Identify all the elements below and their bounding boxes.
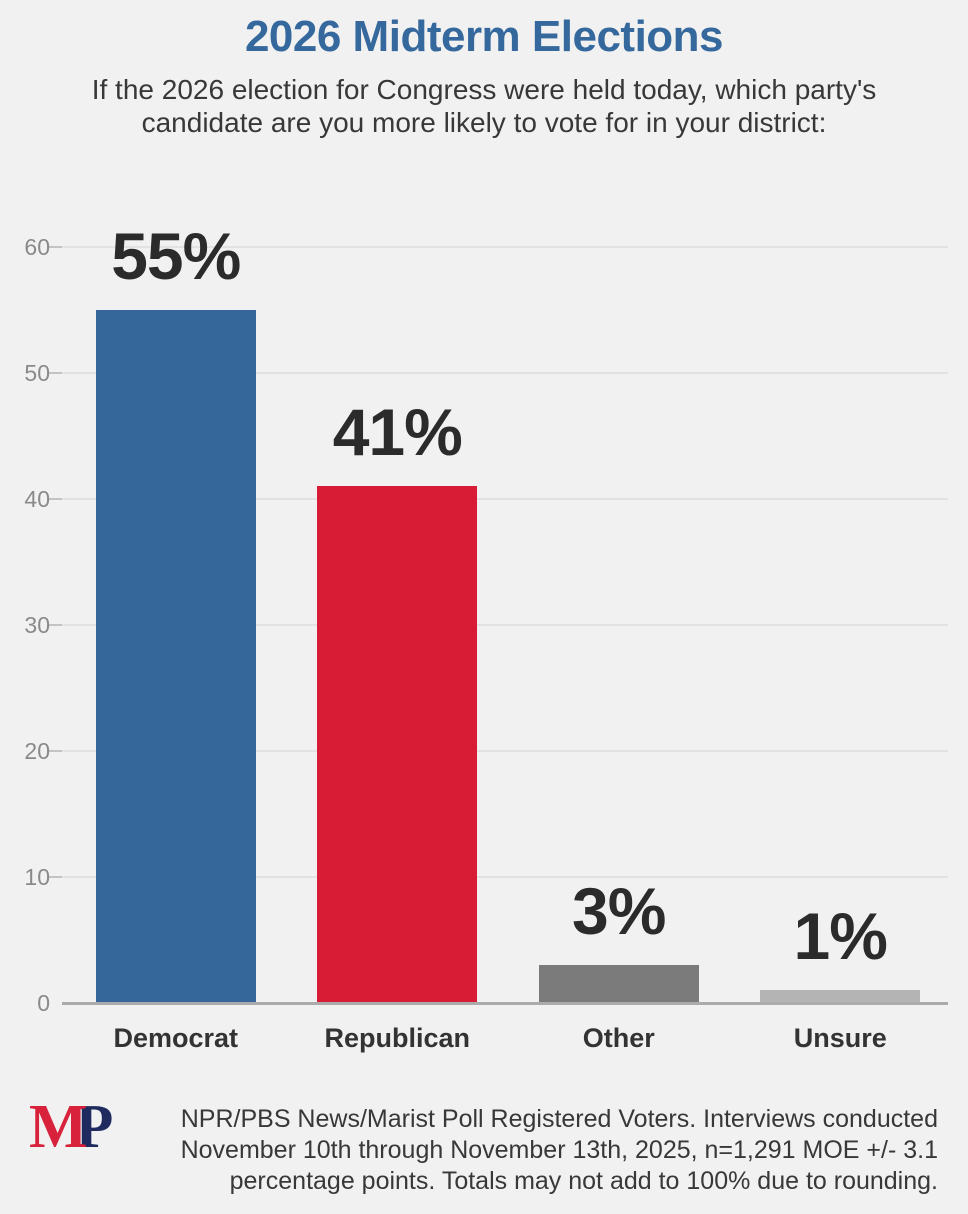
logo-letter-p: P — [75, 1093, 114, 1161]
bar-unsure — [760, 990, 921, 1003]
gridline — [62, 498, 948, 500]
category-label: Unsure — [793, 1023, 887, 1053]
marist-poll-logo: MP — [29, 1096, 113, 1158]
chart-subtitle: If the 2026 election for Congress were h… — [0, 73, 968, 139]
category-label: Democrat — [113, 1023, 239, 1053]
gridline — [62, 372, 948, 374]
category-label: Other — [582, 1023, 655, 1053]
y-tick-label: 20 — [24, 738, 50, 764]
category-label: Republican — [324, 1023, 471, 1053]
value-label: 1% — [793, 899, 888, 974]
bar-republican — [317, 486, 478, 1003]
bar-chart: 0 10 20 30 40 50 60 55% Democrat 41% Republican 3% O… — [24, 219, 948, 1053]
source-line: percentage points. Totals may not add to… — [229, 1167, 938, 1195]
logo-letter-m: M — [29, 1093, 88, 1161]
gridline — [62, 624, 948, 626]
value-label: 41% — [332, 395, 463, 470]
value-label: 3% — [572, 874, 666, 949]
value-label: 55% — [111, 219, 241, 293]
y-tick-label: 10 — [24, 864, 50, 890]
y-axis-tick — [48, 624, 62, 626]
y-axis-tick — [48, 876, 62, 878]
page-title: 2026 Midterm Elections — [244, 12, 724, 61]
y-axis-tick — [48, 750, 62, 752]
y-axis-tick — [48, 372, 62, 374]
y-tick-label: 50 — [24, 360, 50, 386]
x-axis-line — [62, 1002, 948, 1005]
gridline — [62, 876, 948, 878]
source-attribution: NPR/PBS News/Marist Poll Registered Vote… — [168, 1104, 938, 1197]
y-axis-tick — [48, 246, 62, 248]
y-tick-label: 0 — [37, 990, 50, 1016]
y-tick-label: 40 — [24, 486, 50, 512]
source-line: NPR/PBS News/Marist Poll Registered Vote… — [180, 1105, 938, 1133]
bar-democrat — [95, 310, 256, 1003]
gridline — [62, 246, 948, 248]
y-tick-label: 60 — [24, 234, 50, 260]
header: 2026 Midterm Elections If the 2026 elect… — [0, 0, 968, 139]
bar-other — [538, 965, 699, 1003]
gridline — [62, 750, 948, 752]
subtitle-line: If the 2026 election for Congress were h… — [91, 74, 877, 105]
source-line: November 10th through November 13th, 202… — [180, 1136, 938, 1164]
subtitle-line: candidate are you more likely to vote fo… — [141, 107, 827, 138]
y-axis-tick — [48, 498, 62, 500]
y-tick-label: 30 — [24, 612, 50, 638]
